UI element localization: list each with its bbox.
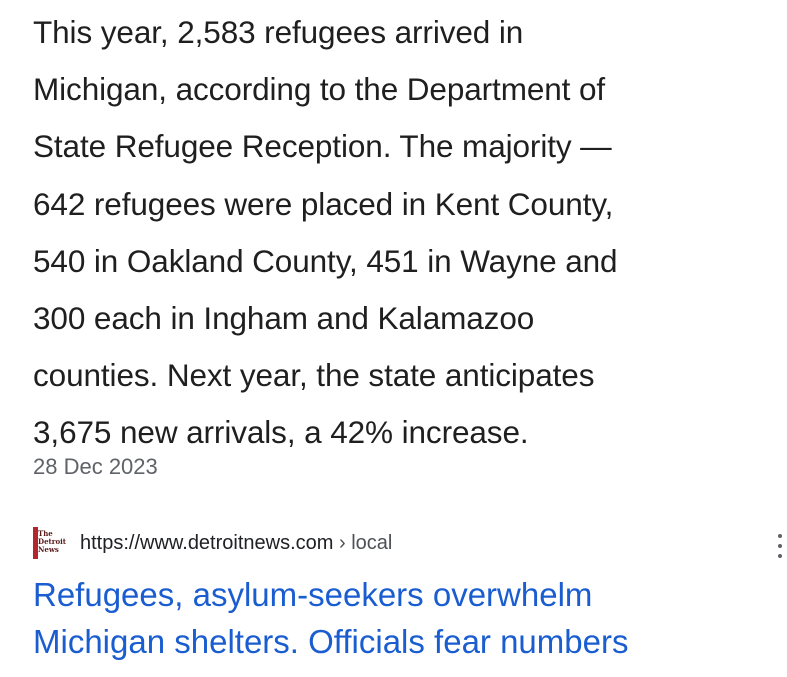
result-url-path: › local	[333, 532, 393, 554]
featured-snippet-text: This year, 2,583 refugees arrived in Mic…	[33, 14, 618, 451]
vertical-dots-icon[interactable]	[775, 533, 785, 559]
result-url-domain: https://www.detroitnews.com	[80, 532, 334, 554]
result-url[interactable]: https://www.detroitnews.com › local	[80, 529, 392, 557]
search-result-source[interactable]: The Detroit News https://www.detroitnews…	[33, 527, 782, 563]
result-title-link[interactable]: Refugees, asylum-seekers overwhelm Michi…	[33, 576, 629, 660]
detroit-news-favicon-icon: The Detroit News	[33, 527, 67, 559]
snippet-date: 28 Dec 2023	[33, 454, 158, 479]
favicon-accent-bar	[33, 527, 38, 559]
favicon-label: The Detroit News	[38, 529, 67, 554]
